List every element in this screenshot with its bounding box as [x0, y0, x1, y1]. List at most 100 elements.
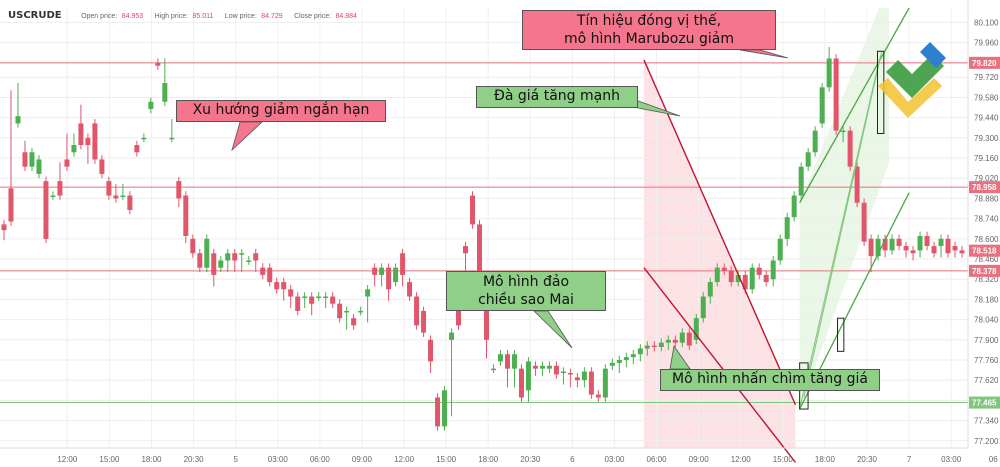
- x-tick-label: 06:00: [310, 455, 331, 464]
- x-tick-label: 6: [570, 455, 575, 464]
- candle-body: [679, 332, 685, 343]
- y-tick-label: 79.160: [974, 154, 999, 163]
- y-tick-label: 77.760: [974, 356, 999, 365]
- candle-body: [511, 354, 517, 369]
- x-tick-label: 20:30: [520, 455, 541, 464]
- candle-body: [407, 282, 413, 297]
- candle-body: [518, 368, 524, 398]
- x-tick-label: 03:00: [604, 455, 625, 464]
- candle-body: [365, 289, 371, 297]
- candle-body: [861, 202, 867, 242]
- high-value: 85.011: [192, 13, 214, 20]
- candle-body: [197, 253, 203, 268]
- candle-body: [274, 282, 280, 290]
- down-channel-lower: [643, 267, 796, 463]
- candle-body: [539, 365, 545, 369]
- logo-yellow-chevron: [878, 78, 942, 118]
- candle-body: [805, 152, 811, 167]
- candle-body: [120, 195, 126, 198]
- candle-body: [756, 267, 762, 275]
- candle-body: [148, 101, 154, 109]
- candle-body: [50, 195, 56, 198]
- x-tick-label: 03:00: [941, 455, 962, 464]
- candle-body: [798, 166, 804, 196]
- candle-body: [616, 360, 622, 363]
- x-tick-label: 06:00: [647, 455, 668, 464]
- candle-body: [344, 310, 350, 313]
- close-signal-line1: Tín hiệu đóng vị thế,: [576, 13, 722, 29]
- candle-body: [924, 235, 930, 247]
- open-value: 84.953: [121, 13, 144, 20]
- x-tick-label: 18:00: [815, 455, 836, 464]
- y-tick-label: 78.460: [974, 255, 999, 264]
- candle-body: [896, 238, 902, 247]
- candle-body: [64, 159, 70, 167]
- candle-body: [288, 289, 294, 297]
- candle-body: [490, 368, 496, 371]
- candle-body: [868, 238, 874, 257]
- level-tag-label: 79.820: [972, 59, 997, 68]
- candle-body: [1, 224, 7, 231]
- candle-body: [449, 332, 455, 340]
- low-label: Low price:: [224, 13, 257, 20]
- candle-body: [281, 282, 287, 290]
- x-tick-label: 09:00: [352, 455, 373, 464]
- short-downtrend-callout: Xu hướng giảm ngắn hạn: [176, 100, 386, 122]
- x-tick-label: 15:00: [99, 455, 120, 464]
- candle-body: [43, 181, 49, 239]
- candle-body: [532, 365, 538, 369]
- candle-body: [707, 282, 713, 297]
- y-tick-label: 79.580: [974, 93, 999, 102]
- candle-body: [665, 339, 671, 343]
- candle-body: [176, 181, 182, 199]
- candle-body: [889, 238, 895, 251]
- morning-star-pointer: [533, 310, 573, 349]
- candle-body: [386, 267, 392, 290]
- candle-body: [29, 152, 35, 167]
- candle-body: [400, 253, 406, 275]
- candle-body: [693, 318, 699, 340]
- x-tick-label: 7: [907, 455, 912, 464]
- candle-body: [316, 296, 322, 299]
- short-downtrend-pointer: [231, 121, 264, 152]
- candle-body: [784, 217, 790, 239]
- candle-body: [414, 296, 420, 326]
- candle-body: [323, 296, 329, 299]
- bullish-engulfing-callout: Mô hình nhấn chìm tăng giá: [660, 369, 880, 391]
- candle-body: [931, 246, 937, 254]
- candle-body: [560, 371, 566, 374]
- candle-body: [435, 397, 441, 427]
- logo-blue-chevron: [920, 42, 946, 68]
- candle-body: [239, 253, 245, 255]
- candle-body: [127, 195, 133, 210]
- candle-body: [840, 130, 846, 133]
- level-tag: [969, 56, 1000, 69]
- open-label: Open price:: [81, 13, 118, 20]
- level-tag-label: 77.465: [972, 399, 997, 408]
- candle-body: [546, 365, 552, 369]
- candle-body: [882, 238, 888, 251]
- candle-body: [211, 253, 217, 275]
- candle-body: [36, 159, 42, 174]
- level-tag-label: 78.958: [972, 183, 997, 192]
- close-signal-line2: mô hình Marubozu giảm: [563, 31, 735, 47]
- candle-body: [260, 267, 266, 275]
- up-channel-upper: [799, 7, 910, 204]
- candle-body: [917, 235, 923, 251]
- candle-body: [791, 195, 797, 218]
- candle-body: [232, 253, 238, 261]
- y-tick-label: 79.300: [974, 134, 999, 143]
- last-price-label: 78.518: [972, 247, 997, 256]
- candle-body: [630, 354, 636, 358]
- candle-body: [847, 130, 853, 167]
- candle-body: [225, 253, 231, 261]
- y-tick-label: 78.320: [974, 275, 999, 284]
- candle-body: [581, 371, 587, 381]
- candle-body: [672, 339, 678, 343]
- y-tick-label: 78.880: [974, 194, 999, 203]
- brand-logo: [878, 42, 946, 118]
- candle-body: [8, 188, 14, 222]
- y-tick-label: 77.200: [974, 437, 999, 446]
- close-value: 84.884: [335, 13, 357, 20]
